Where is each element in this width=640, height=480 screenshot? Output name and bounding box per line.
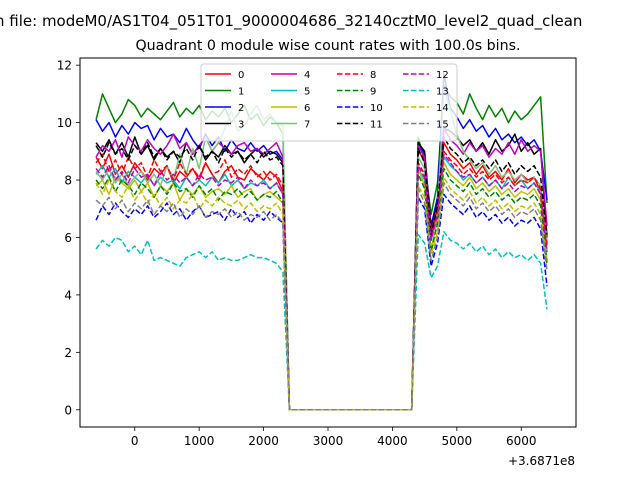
y-axis: 0 2 4 6 8 10 12 xyxy=(57,59,80,417)
x-tick-label: 6000 xyxy=(506,434,537,448)
legend-box xyxy=(200,63,458,142)
legend-label-10: 10 xyxy=(370,103,383,114)
legend-label-4: 4 xyxy=(304,70,310,81)
legend-label-11: 11 xyxy=(370,120,383,131)
legend-label-12: 12 xyxy=(436,70,449,81)
y-tick-label: 10 xyxy=(57,116,72,130)
legend-label-0: 0 xyxy=(238,70,244,81)
legend-label-8: 8 xyxy=(370,70,376,81)
series-layer xyxy=(95,73,548,411)
x-tick-label: 5000 xyxy=(442,434,473,448)
x-tick-label: 4000 xyxy=(377,434,408,448)
legend-label-9: 9 xyxy=(370,87,376,98)
series-line-13 xyxy=(95,230,548,411)
legend-label-2: 2 xyxy=(238,103,244,114)
y-tick-label: 2 xyxy=(64,346,72,360)
series-line-9 xyxy=(95,167,548,411)
y-tick-label: 0 xyxy=(64,403,72,417)
x-tick-label: 1000 xyxy=(184,434,215,448)
legend-label-15: 15 xyxy=(436,120,449,131)
y-tick-label: 4 xyxy=(64,288,72,302)
series-line-12 xyxy=(95,153,548,411)
x-tick-label: 2000 xyxy=(248,434,279,448)
legend-label-14: 14 xyxy=(436,103,449,114)
file-header-text: n file: modeM0/AS1T04_051T01_9000004686_… xyxy=(0,12,582,31)
legend-label-6: 6 xyxy=(304,103,310,114)
series-line-10 xyxy=(95,193,548,411)
legend-label-3: 3 xyxy=(238,120,244,131)
chart-title: Quadrant 0 module wise count rates with … xyxy=(135,38,520,54)
y-tick-label: 6 xyxy=(64,231,72,245)
x-offset-label: +3.6871e8 xyxy=(508,454,575,468)
series-line-0 xyxy=(95,141,548,411)
x-tick-label: 0 xyxy=(131,434,139,448)
legend-label-5: 5 xyxy=(304,87,310,98)
series-line-14 xyxy=(95,176,548,411)
series-line-5 xyxy=(95,156,548,411)
x-axis: 0 1000 2000 3000 4000 5000 6000 xyxy=(131,427,537,448)
x-tick-label: 3000 xyxy=(313,434,344,448)
legend-label-13: 13 xyxy=(436,87,449,98)
legend-label-1: 1 xyxy=(238,87,244,98)
legend-label-7: 7 xyxy=(304,120,310,131)
series-line-15 xyxy=(95,182,548,411)
y-tick-label: 8 xyxy=(64,174,72,188)
y-tick-label: 12 xyxy=(57,59,72,73)
